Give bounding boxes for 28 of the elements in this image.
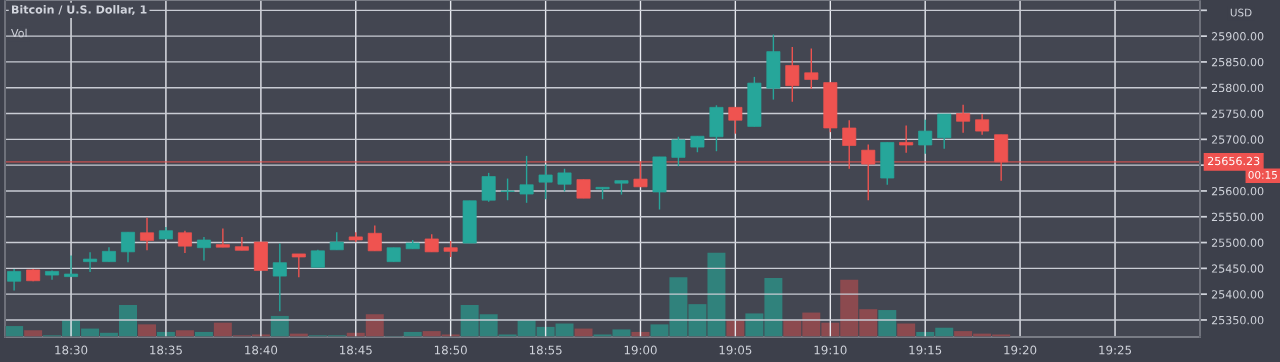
y-tick-label: 25350.00: [1211, 315, 1264, 325]
y-tick-label: 25550.00: [1211, 212, 1264, 222]
x-tick-label: 18:30: [55, 345, 88, 355]
x-tick-label: 18:50: [434, 345, 467, 355]
x-tick-label: 19:10: [814, 345, 847, 355]
y-tick-label: 25850.00: [1211, 57, 1264, 67]
y-tick-label: 25750.00: [1211, 109, 1264, 118]
x-tick-label: 19:15: [909, 345, 942, 355]
text: USD: [1230, 8, 1252, 17]
x-tick-label: 19:00: [624, 345, 657, 355]
y-tick-label: 25450.00: [1211, 264, 1264, 273]
x-tick-label: 19:05: [719, 345, 752, 355]
x-tick-label: 18:40: [245, 345, 278, 355]
ref-line-label: 25656.23: [1207, 156, 1260, 166]
x-tick-label: 19:20: [1004, 345, 1037, 355]
x-tick-label: 18:45: [340, 345, 372, 355]
y-tick-label: 25400.00: [1211, 290, 1264, 299]
chart-title: Bitcoin / U.S. Dollar, 1: [12, 5, 147, 16]
text: 00:15: [1248, 170, 1277, 179]
chart-title: Vol: [11, 28, 27, 38]
y-tick-label: 25800.00: [1211, 83, 1264, 93]
x-tick-label: 18:55: [529, 345, 562, 355]
y-tick-label: 25600.00: [1211, 186, 1264, 196]
x-tick-label: 19:25: [1099, 345, 1132, 355]
y-tick-label: 25500.00: [1211, 238, 1264, 247]
y-tick-label: 25700.00: [1211, 135, 1264, 144]
x-tick-label: 18:35: [150, 345, 182, 355]
y-tick-label: 25900.00: [1211, 32, 1264, 41]
